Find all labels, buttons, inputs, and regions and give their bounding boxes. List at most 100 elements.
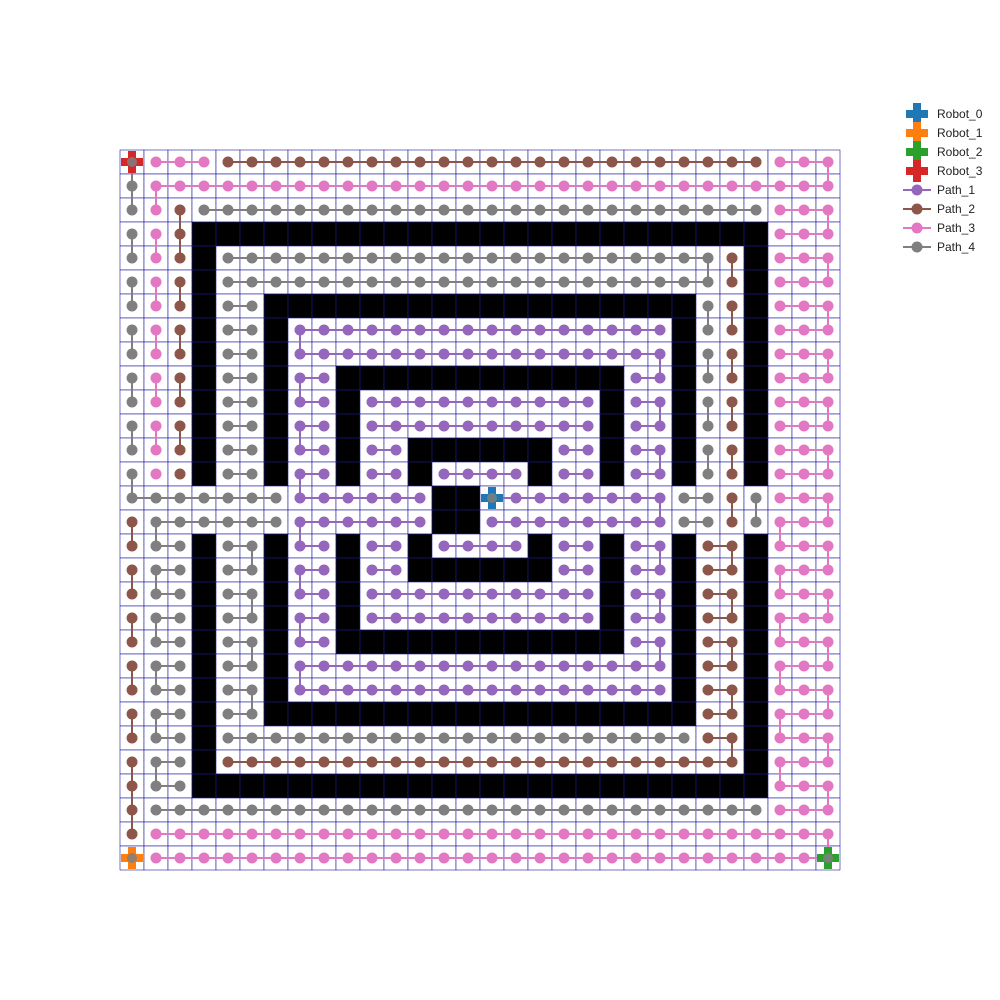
obstacle-cell (455, 701, 481, 727)
Path_1-waypoint (510, 348, 522, 360)
obstacle-cell (191, 629, 217, 655)
Path_3-waypoint (150, 420, 162, 432)
Path_4-waypoint (222, 276, 234, 288)
Path_2-waypoint (486, 756, 498, 768)
Path_1-waypoint (486, 468, 498, 480)
Path_2-waypoint (126, 564, 138, 576)
obstacle-cell (335, 365, 361, 391)
obstacle-cell (503, 365, 529, 391)
Path_4-waypoint (630, 276, 642, 288)
Path_3-waypoint (246, 852, 258, 864)
obstacle-cell (527, 293, 553, 319)
Path_4-waypoint (534, 204, 546, 216)
Path_3-waypoint (774, 516, 786, 528)
obstacle-cell (335, 701, 361, 727)
Path_3-waypoint (774, 348, 786, 360)
Path_4-waypoint (246, 468, 258, 480)
Path_4-waypoint (702, 372, 714, 384)
Path_4-waypoint (126, 372, 138, 384)
legend-item-robot-3-label: Robot_3 (937, 164, 983, 178)
Path_4-waypoint (438, 204, 450, 216)
obstacle-cell (359, 293, 385, 319)
Path_4-waypoint (222, 564, 234, 576)
obstacle-cell (599, 293, 625, 319)
Path_3-waypoint (774, 324, 786, 336)
obstacle-cell (335, 773, 361, 799)
obstacle-cell (407, 437, 433, 463)
Path_2-waypoint (126, 708, 138, 720)
Path_2-waypoint (726, 420, 738, 432)
Path_1-waypoint (294, 540, 306, 552)
Path_4-waypoint (534, 276, 546, 288)
Path_2-waypoint (726, 636, 738, 648)
Path_3-waypoint (558, 180, 570, 192)
Path_3-waypoint (822, 156, 834, 168)
Path_1-waypoint (606, 492, 618, 504)
Path_2-waypoint (486, 156, 498, 168)
Path_4-waypoint (654, 804, 666, 816)
Path_1-waypoint (582, 516, 594, 528)
Path_1-line (636, 401, 661, 427)
Path_4-waypoint (318, 204, 330, 216)
Path_3-waypoint (822, 324, 834, 336)
Path_2-waypoint (294, 756, 306, 768)
Path_3-waypoint (198, 852, 210, 864)
Path_1-waypoint (390, 324, 402, 336)
Path_4-waypoint (462, 252, 474, 264)
legend-item-robot-3-symbol (906, 160, 928, 182)
Path_2-waypoint (654, 156, 666, 168)
obstacle-cell (263, 317, 289, 343)
obstacle-cell (263, 629, 289, 655)
Path_4-waypoint (270, 492, 282, 504)
Path_4-waypoint (222, 516, 234, 528)
Path_4-waypoint (630, 804, 642, 816)
Path_4-waypoint (294, 276, 306, 288)
Path_2-waypoint (174, 396, 186, 408)
Path_4-waypoint (246, 660, 258, 672)
Path_2-waypoint (174, 252, 186, 264)
obstacle-cell (191, 725, 217, 751)
obstacle-cell (335, 437, 361, 463)
obstacle-cell (335, 461, 361, 487)
Path_4-line (155, 713, 180, 739)
Path_1-waypoint (366, 516, 378, 528)
Path_1-waypoint (462, 612, 474, 624)
obstacle-cell (311, 773, 337, 799)
Path_1-waypoint (390, 588, 402, 600)
obstacle-cell (743, 533, 769, 559)
Path_1-waypoint (366, 564, 378, 576)
Path_1-waypoint (582, 540, 594, 552)
Path_3-waypoint (486, 828, 498, 840)
Path_2-waypoint (126, 540, 138, 552)
obstacle-cell (311, 701, 337, 727)
Path_4-waypoint (750, 804, 762, 816)
Path_4-waypoint (630, 732, 642, 744)
Path_4-waypoint (486, 204, 498, 216)
Path_4-waypoint (606, 204, 618, 216)
obstacle-cell (407, 629, 433, 655)
obstacle-cell (647, 701, 673, 727)
Path_4-waypoint (630, 252, 642, 264)
obstacle-cell (551, 773, 577, 799)
obstacle-cell (263, 293, 289, 319)
Path_2-waypoint (726, 156, 738, 168)
obstacle-cell (719, 773, 745, 799)
obstacle-cell (743, 773, 769, 799)
Path_4-waypoint (438, 804, 450, 816)
obstacle-cell (743, 317, 769, 343)
Path_3-waypoint (270, 828, 282, 840)
Path_3-waypoint (534, 180, 546, 192)
Path_3-waypoint (438, 180, 450, 192)
obstacle-cell (479, 293, 505, 319)
Path_4-waypoint (246, 348, 258, 360)
Path_4-waypoint (582, 276, 594, 288)
Path_2-waypoint (366, 156, 378, 168)
Path_1-waypoint (366, 420, 378, 432)
Path_1-waypoint (630, 492, 642, 504)
Path_4-waypoint (222, 636, 234, 648)
Path_1-waypoint (318, 372, 330, 384)
obstacle-cell (383, 701, 409, 727)
Path_4-waypoint (342, 804, 354, 816)
Path_2-waypoint (654, 756, 666, 768)
Path_2-waypoint (126, 732, 138, 744)
